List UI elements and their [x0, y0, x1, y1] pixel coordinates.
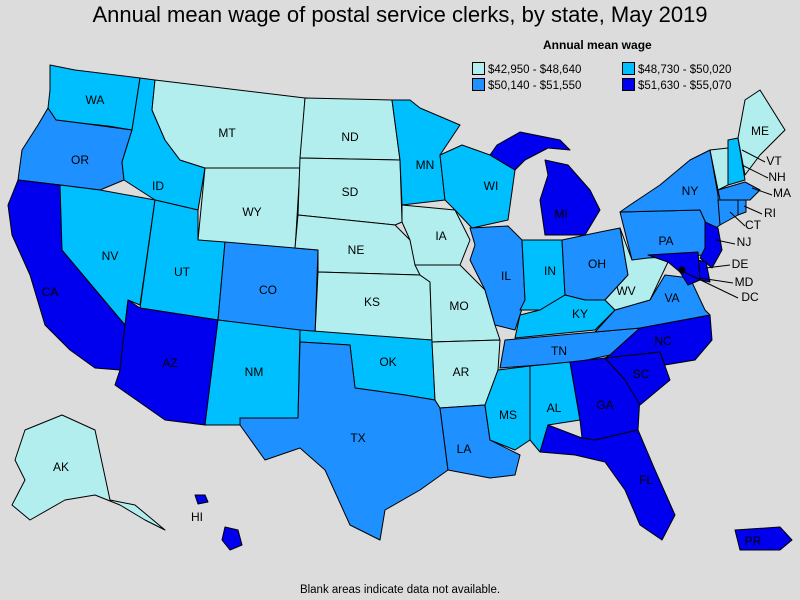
- state-ma[interactable]: [717, 181, 761, 201]
- label-co: CO: [259, 283, 277, 297]
- label-sc: SC: [633, 367, 650, 381]
- label-ut: UT: [174, 265, 191, 279]
- leader-dc: [683, 271, 739, 299]
- label-nh: NH: [768, 170, 785, 184]
- leader-vt: [741, 149, 766, 163]
- legend-swatch-4: [622, 78, 635, 91]
- label-hi: HI: [191, 510, 203, 524]
- legend-item-3: $50,140 - $51,550: [472, 78, 581, 92]
- footnote: Blank areas indicate data not available.: [299, 584, 501, 596]
- label-ak: AK: [53, 460, 69, 474]
- label-nv: NV: [102, 249, 119, 263]
- label-ny: NY: [682, 184, 699, 198]
- state-nv[interactable]: [59, 184, 156, 326]
- state-ri[interactable]: [737, 199, 747, 216]
- label-fl: FL: [639, 473, 653, 487]
- state-nd[interactable]: [299, 97, 401, 161]
- legend-item-1: $42,950 - $48,640: [472, 62, 581, 76]
- state-ak[interactable]: [11, 414, 166, 531]
- label-nj: NJ: [737, 235, 752, 249]
- label-md: MD: [735, 275, 754, 289]
- label-id: ID: [152, 179, 164, 193]
- label-ca: CA: [42, 285, 59, 299]
- label-wy: WY: [242, 205, 261, 219]
- state-or[interactable]: [17, 107, 133, 191]
- label-pr: PR: [745, 534, 762, 548]
- label-dc: DC: [741, 290, 759, 304]
- label-ia: IA: [435, 229, 446, 243]
- label-va: VA: [664, 291, 679, 305]
- label-me: ME: [751, 124, 769, 138]
- legend-swatch-3: [472, 78, 485, 91]
- state-va[interactable]: [594, 274, 711, 333]
- label-ct: CT: [745, 218, 762, 232]
- label-mt: MT: [218, 126, 236, 140]
- label-ks: KS: [364, 295, 380, 309]
- label-la: LA: [457, 442, 472, 456]
- leader-ri: [743, 205, 763, 215]
- label-sd: SD: [342, 185, 359, 199]
- label-ma: MA: [773, 186, 791, 200]
- leader-nj: [715, 239, 736, 245]
- state-mi[interactable]: [489, 131, 571, 171]
- label-tx: TX: [350, 431, 365, 445]
- label-mn: MN: [416, 158, 435, 172]
- leader-de: [705, 264, 731, 269]
- state-mi-lower[interactable]: [539, 159, 601, 236]
- label-ok: OK: [379, 355, 396, 369]
- label-ne: NE: [348, 243, 365, 257]
- leader-ct: [729, 211, 746, 227]
- state-hi[interactable]: [221, 526, 243, 551]
- legend-swatch-1: [472, 62, 485, 75]
- label-mi: MI: [554, 207, 567, 221]
- state-dc[interactable]: [678, 266, 686, 274]
- label-ky: KY: [572, 307, 588, 321]
- label-az: AZ: [162, 356, 177, 370]
- legend-title: Annual mean wage: [543, 38, 652, 52]
- label-de: DE: [732, 257, 749, 271]
- label-ar: AR: [453, 365, 470, 379]
- state-pr[interactable]: [734, 526, 793, 551]
- state-hi-islands[interactable]: [194, 494, 209, 505]
- label-oh: OH: [588, 257, 606, 271]
- label-tn: TN: [551, 344, 567, 358]
- leader-nh: [741, 164, 769, 179]
- label-wa: WA: [86, 93, 105, 107]
- leader-ma: [751, 187, 773, 196]
- state-fl[interactable]: [539, 424, 676, 541]
- map-title: Annual mean wage of postal service clerk…: [92, 2, 708, 27]
- label-vt: VT: [766, 154, 782, 168]
- label-mo: MO: [449, 299, 468, 313]
- label-or: OR: [71, 153, 89, 167]
- state-il[interactable]: [469, 225, 526, 331]
- label-nm: NM: [245, 365, 264, 379]
- label-wi: WI: [484, 179, 499, 193]
- label-pa: PA: [658, 234, 673, 248]
- label-ga: GA: [596, 398, 613, 412]
- label-al: AL: [547, 401, 562, 415]
- legend-swatch-2: [622, 62, 635, 75]
- leader-md: [699, 277, 734, 284]
- state-wi[interactable]: [439, 144, 516, 229]
- state-tx[interactable]: [239, 341, 449, 541]
- state-md[interactable]: [647, 251, 701, 286]
- label-il: IL: [501, 269, 511, 283]
- label-ms: MS: [499, 408, 517, 422]
- label-in: IN: [544, 264, 556, 278]
- legend-item-2: $48,730 - $50,020: [622, 62, 731, 76]
- state-nh[interactable]: [727, 137, 746, 186]
- state-sd[interactable]: [297, 157, 403, 226]
- label-nc: NC: [654, 334, 672, 348]
- state-nj[interactable]: [699, 221, 723, 269]
- legend-item-4: $51,630 - $55,070: [622, 78, 731, 92]
- state-ct[interactable]: [717, 199, 739, 226]
- label-ri: RI: [764, 206, 776, 220]
- label-wv: WV: [616, 284, 635, 298]
- label-nd: ND: [341, 130, 359, 144]
